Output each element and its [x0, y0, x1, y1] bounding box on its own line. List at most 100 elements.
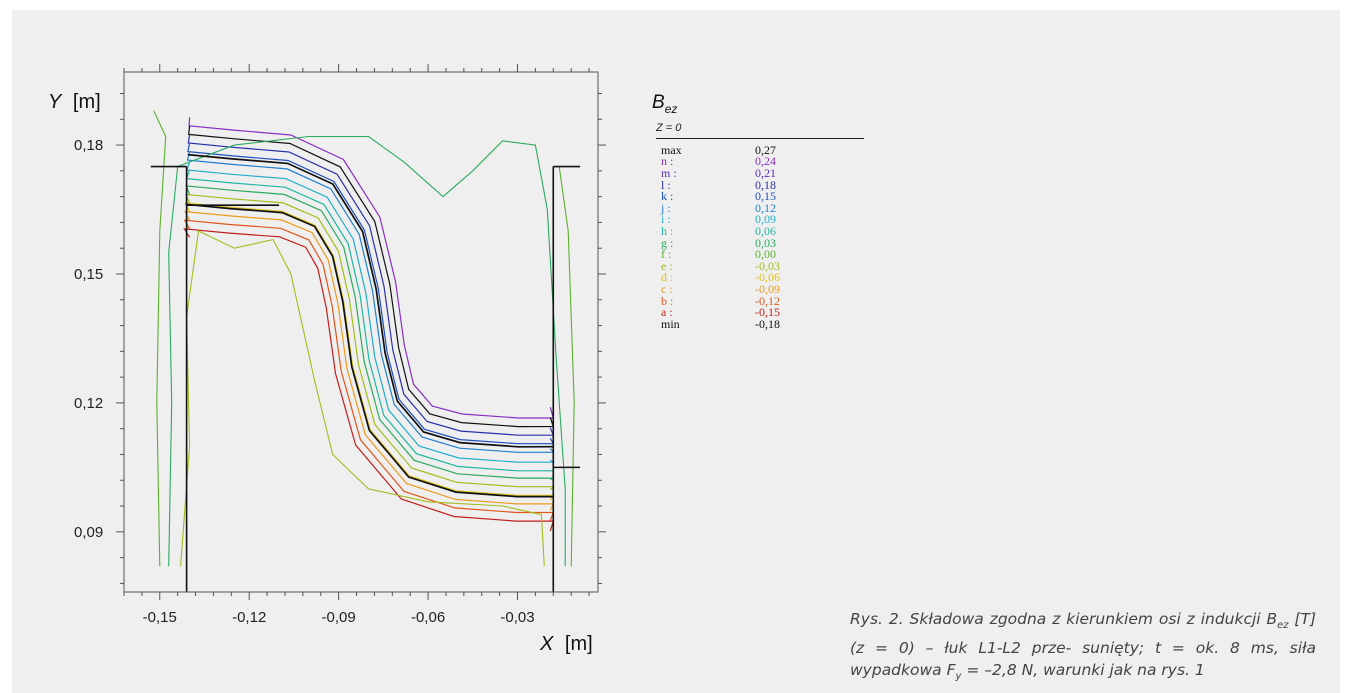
legend-key: g : — [661, 235, 674, 250]
caption-line-2-post: [T] (z = 0) – łuk L1-L2 prze- — [850, 610, 1316, 658]
y-tick-label: 0,12 — [74, 395, 103, 412]
legend-value: 0,09 — [755, 212, 776, 227]
legend-row: b : -0,12 — [650, 293, 864, 308]
x-tick-label: -0,12 — [232, 609, 266, 626]
contour-plot: -0,15 -0,12 -0,09 -0,06 -0,03 0,09 0,12 0,15 0,1… — [48, 64, 606, 655]
legend-row: h : 0,06 — [650, 223, 864, 238]
legend-row: g : 0,03 — [650, 235, 864, 250]
legend-title-sub: ez — [664, 101, 678, 116]
contour-line-b — [183, 219, 555, 521]
legend-value: -0,12 — [755, 293, 780, 308]
legend-key: e : — [661, 258, 673, 273]
contour-line-h — [185, 169, 554, 472]
legend-value: 0,00 — [755, 247, 776, 262]
legend-key: i : — [661, 212, 671, 227]
legend-value: -0,09 — [755, 281, 780, 296]
legend-title-main: B — [652, 92, 665, 113]
legend-key: b : — [661, 293, 674, 308]
legend-key: n : — [661, 154, 674, 169]
legend-key: h : — [661, 223, 674, 238]
figure-panel: -0,15 -0,12 -0,09 -0,06 -0,03 0,09 0,12 0,15 0,1… — [12, 10, 1340, 693]
chart-legend: Bez Z = 0 max 0,27 n : 0,24 m : 0,21 l :0,18 k … — [650, 92, 864, 330]
contour-line-k — [187, 142, 555, 445]
caption-line-4: –2,8 N, warunki jak na rys. 1 — [984, 661, 1205, 680]
legend-key: l : — [661, 177, 671, 192]
caption-line-3: sunięty; t = ok. 8 ms, siła wypadkowa Fy… — [850, 639, 1316, 683]
contour-line-e — [184, 193, 555, 491]
legend-row: f : 0,00 — [650, 247, 864, 262]
caption-line-2-sub: ez — [1277, 620, 1289, 632]
outline-upper-arc — [187, 153, 554, 448]
y-tick-label: 0,15 — [74, 266, 103, 283]
contour-line-j — [186, 151, 555, 453]
legend-row: max 0,27 — [650, 142, 864, 157]
caption-line-3-post: = — [961, 661, 980, 680]
contour-line-g-outer — [168, 135, 566, 567]
legend-key: c : — [661, 281, 673, 296]
legend-row: n : 0,24 — [650, 156, 864, 168]
y-axis-var: Y — [48, 91, 63, 113]
legend-key: m : — [661, 165, 677, 180]
caption-line-2-pre: z indukcji B — [1186, 610, 1278, 628]
legend-title: Bez — [652, 92, 864, 116]
legend-key: j : — [661, 200, 671, 215]
legend-value: -0,15 — [755, 305, 780, 320]
legend-row: a : -0,15 — [650, 305, 864, 320]
legend-value: 0,21 — [755, 165, 776, 180]
x-tick-label: -0,03 — [500, 609, 534, 626]
contour-line-i — [186, 161, 556, 463]
caption-line-2: z indukcji Bez [T] (z = 0) – łuk L1-L2 p… — [850, 610, 1316, 657]
caption-line-3-sub: y — [955, 671, 962, 683]
contour-line-e-outer — [180, 230, 545, 567]
contour-line-a — [183, 228, 555, 532]
contour-line-m — [188, 125, 555, 428]
x-tick-label: -0,09 — [322, 609, 356, 626]
legend-row: c : -0,09 — [650, 281, 864, 296]
legend-value: -0,06 — [755, 270, 780, 285]
y-tick-label: 0,18 — [74, 137, 103, 154]
legend-key: f : — [661, 247, 672, 262]
contour-line-f-right — [558, 166, 575, 567]
outline-lower-arc — [185, 203, 554, 498]
contour-line-l — [187, 134, 555, 436]
legend-row: i : 0,09 — [650, 214, 864, 226]
legend-key: min — [661, 316, 680, 331]
contour-line-d — [184, 202, 555, 501]
figure-caption: Rys. 2. Składowa zgodna z kierunkiem osi… — [850, 608, 1316, 688]
legend-value: 0,15 — [755, 189, 776, 204]
plot-frame — [123, 71, 599, 593]
legend-value: 0,12 — [755, 200, 776, 215]
legend-key: k : — [661, 189, 674, 204]
legend-row: l : 0,18 — [650, 177, 864, 192]
contour-line-f-left — [153, 110, 167, 567]
x-axis-unit: [m] — [565, 633, 593, 655]
legend-row: min -0,18 — [650, 316, 864, 331]
legend-key: max — [661, 142, 682, 157]
legend-subtitle: Z = 0 — [656, 122, 864, 139]
legend-row: k : 0,15 — [650, 189, 864, 204]
y-axis-title: Y [m] — [48, 91, 101, 113]
x-axis-var: X — [539, 633, 554, 655]
contour-lines — [153, 110, 575, 567]
legend-row: d : -0,06 — [650, 272, 864, 284]
legend-value: -0,18 — [755, 316, 780, 331]
axis-tick-labels: -0,15 -0,12 -0,09 -0,06 -0,03 0,09 0,12 0,15 0,1… — [74, 137, 535, 626]
y-tick-label: 0,09 — [74, 524, 103, 541]
legend-row: m : 0,21 — [650, 165, 864, 180]
contour-line-n — [188, 117, 555, 419]
legend-row: j : 0,12 — [650, 200, 864, 215]
legend-row: e : -0,03 — [650, 258, 864, 273]
x-tick-label: -0,15 — [143, 609, 177, 626]
legend-rows: max 0,27 n : 0,24 m : 0,21 l : 0,18 k : 0,15 j : 0,… — [650, 142, 864, 331]
x-tick-label: -0,06 — [411, 609, 445, 626]
legend-key: a : — [661, 305, 673, 320]
legend-value: -0,03 — [755, 258, 780, 273]
legend-value: 0,24 — [755, 154, 776, 169]
contour-line-c — [184, 210, 555, 511]
contour-line-g — [185, 185, 554, 480]
x-axis-title: X [m] — [539, 633, 593, 655]
caption-line-3-pre: sunięty; t = ok. 8 ms, siła wypadkowa F — [850, 639, 1316, 680]
legend-key: d : — [661, 270, 674, 285]
legend-value: 0,06 — [755, 223, 776, 238]
conductor-outline — [150, 153, 581, 592]
